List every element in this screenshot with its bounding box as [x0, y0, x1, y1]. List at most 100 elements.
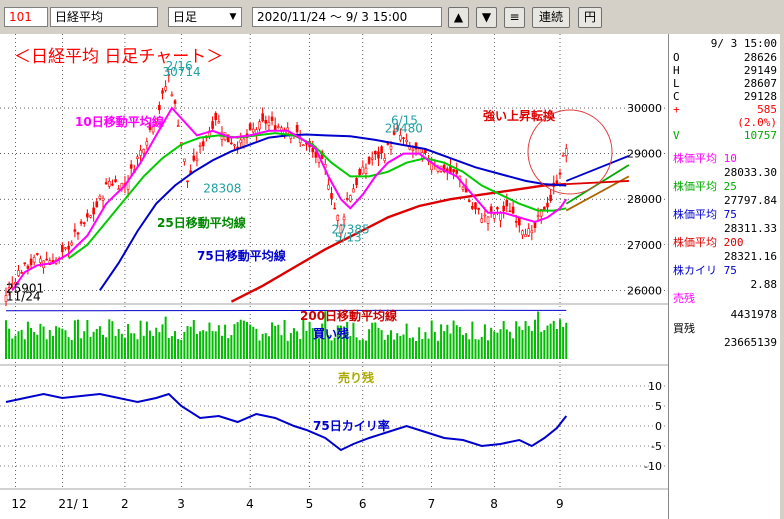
volume-bar	[26, 321, 29, 359]
menu-button[interactable]: ≡	[504, 7, 525, 28]
candle-body	[136, 156, 139, 160]
volume-bar	[148, 330, 151, 359]
candle-body	[402, 137, 405, 139]
volume-bar	[120, 333, 123, 359]
candle-body	[151, 126, 155, 133]
ma75-line	[99, 133, 567, 291]
candle-body	[561, 154, 565, 157]
candle-body	[79, 221, 83, 224]
candle-body	[230, 142, 233, 145]
volume-bar	[474, 339, 477, 359]
candle-body	[499, 212, 502, 221]
chevron-down-icon[interactable]: ▼	[229, 12, 237, 22]
candle-body	[533, 222, 537, 228]
volume-bar	[233, 324, 236, 359]
candle-body	[471, 205, 474, 209]
yen-button[interactable]: 円	[578, 7, 602, 28]
price-annotation: 2/16	[166, 59, 193, 73]
candle-body	[527, 228, 531, 236]
volume-bar	[430, 320, 433, 359]
candle-body	[154, 118, 158, 123]
volume-bar	[249, 324, 252, 359]
stock-chart[interactable]: 12 21/ 1 2 3 4 5 6 7 8 9 30000 29000 28000 27000 26000…	[0, 34, 668, 519]
volume-bar	[327, 335, 330, 359]
volume-bar	[205, 331, 208, 359]
candle-body	[29, 258, 33, 266]
volume-bar	[524, 321, 527, 359]
ohlc-row: H 29149	[673, 64, 777, 77]
candle-body	[549, 194, 552, 201]
volume-bar	[415, 340, 418, 359]
candle-body	[4, 295, 8, 302]
projection-line	[565, 155, 630, 182]
volume-bar	[180, 339, 183, 359]
volume-bar	[111, 321, 114, 359]
indicator-label: 株価平均 25	[673, 180, 737, 193]
candle-body	[477, 207, 480, 210]
ma-lines	[5, 106, 630, 452]
candle-body	[226, 134, 230, 143]
candle-body	[107, 181, 111, 187]
continuous-button[interactable]: 連続	[532, 7, 570, 28]
volume-bar	[255, 328, 258, 359]
ohlc-row: L 28607	[673, 77, 777, 90]
candle-body	[148, 122, 152, 130]
volume-bar	[64, 330, 67, 359]
candle-body	[392, 130, 396, 135]
date-range-field[interactable]: 2020/11/24 ～ 9/ 3 15:00	[252, 7, 442, 27]
price-tick-label: 26000	[627, 284, 662, 297]
volume-bar	[355, 337, 358, 359]
volume-bar	[330, 340, 333, 359]
volume-bar	[461, 335, 464, 359]
volume-bar	[393, 339, 396, 359]
candle-body	[161, 90, 164, 94]
volume-bar	[108, 319, 111, 359]
highlight-circle	[527, 109, 613, 195]
volume-bar	[371, 322, 374, 359]
series-label: 強い上昇転換	[483, 108, 556, 123]
volume-bar	[533, 319, 536, 359]
volume-bar	[271, 322, 274, 359]
volume-bar	[277, 324, 280, 359]
series-label: 買い残	[313, 326, 349, 341]
volume-bar	[236, 322, 239, 359]
candle-body	[452, 169, 455, 173]
down-button[interactable]: ▼	[476, 7, 497, 28]
candle-body	[248, 123, 252, 130]
volume-bar	[83, 331, 86, 359]
candle-body	[242, 138, 246, 147]
period-select[interactable]: 日足 ▼	[168, 7, 242, 27]
vertical-scrollbar[interactable]	[780, 34, 784, 519]
volume-bar	[302, 319, 305, 359]
volume-bar	[280, 335, 283, 359]
name-field[interactable]: 日経平均	[50, 7, 158, 27]
volume-bar	[512, 338, 515, 359]
kairi-tick-label: 5	[655, 400, 662, 413]
volume-bar	[33, 331, 36, 359]
volume-bar	[368, 329, 371, 359]
volume-bar	[468, 339, 471, 359]
candle-body	[364, 167, 368, 174]
volume-bar	[458, 326, 461, 359]
volume-bar	[208, 322, 211, 359]
ma25-line	[68, 132, 567, 260]
volume-bar	[333, 337, 336, 359]
volume-bar	[471, 321, 474, 359]
sell-value: 4431978	[730, 308, 777, 321]
x-tick-label: 12	[11, 497, 26, 511]
volume-bar	[117, 328, 120, 359]
candle-body	[502, 205, 505, 212]
ohlc-row: V 10757	[673, 129, 777, 142]
volume-bar	[505, 329, 508, 359]
up-button[interactable]: ▲	[448, 7, 469, 28]
candle-body	[217, 121, 221, 124]
indicator-label: 株価平均 200	[673, 236, 744, 249]
sell-label: 売残	[673, 292, 695, 305]
series-label: 75日カイリ率	[313, 418, 390, 433]
volume-bar	[358, 340, 361, 359]
code-field[interactable]: 101	[4, 7, 48, 27]
candle-body	[414, 142, 418, 150]
price-tick-label: 29000	[627, 148, 662, 161]
volume-bar	[411, 337, 414, 359]
volume-bar	[446, 324, 449, 359]
